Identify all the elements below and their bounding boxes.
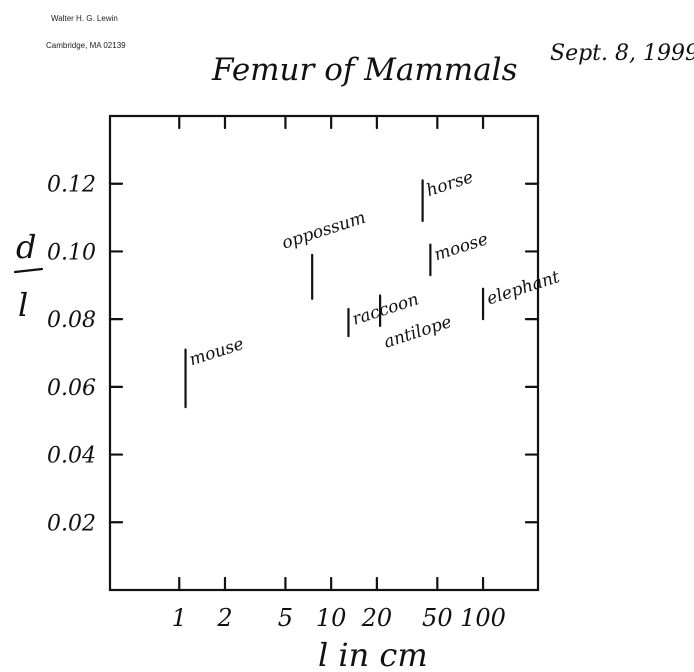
y-tick-label-4: 0.10 — [47, 240, 96, 265]
x-tick-label-2: 5 — [278, 604, 293, 632]
y-axis-label-numerator: d — [16, 228, 36, 266]
plot-frame — [108, 114, 540, 592]
point-label-elephant: elephant — [484, 267, 562, 309]
x-axis-label: l in cm — [318, 636, 428, 672]
y-tick-label-0: 0.02 — [47, 511, 96, 536]
point-label-oppossum: oppossum — [280, 208, 369, 254]
author-name: Walter H. G. Lewin — [51, 14, 118, 23]
y-axis-label-fraction-bar — [13, 267, 44, 274]
date-label: Sept. 8, 1999 — [550, 41, 694, 66]
y-tick-label-3: 0.08 — [47, 308, 96, 333]
x-tick-label-3: 10 — [316, 604, 347, 632]
axis-ticks: 1 2 5 10 20 50 100 0.02 0.04 0.06 0.08 0.10 0.12 — [47, 114, 540, 632]
y-tick-label-5: 0.12 — [47, 173, 96, 198]
point-label-antilope: antilope — [381, 312, 454, 353]
chart-title: Femur of Mammals — [211, 52, 518, 88]
x-tick-label-4: 20 — [361, 604, 393, 632]
x-tick-label-0: 1 — [172, 604, 187, 632]
y-tick-label-1: 0.04 — [47, 444, 96, 469]
x-tick-label-1: 2 — [216, 604, 232, 632]
point-label-horse: horse — [424, 167, 476, 201]
x-tick-label-5: 50 — [422, 604, 453, 632]
data-marks: mouseoppossumraccoonantilopehorsemooseel… — [184, 167, 562, 409]
y-axis-label-denominator: l — [18, 286, 28, 324]
point-label-mouse: mouse — [187, 334, 247, 370]
author-address: Cambridge, MA 02139 — [46, 41, 126, 50]
x-tick-label-6: 100 — [460, 604, 506, 632]
y-tick-label-2: 0.06 — [47, 376, 96, 401]
point-label-moose: moose — [432, 229, 491, 265]
